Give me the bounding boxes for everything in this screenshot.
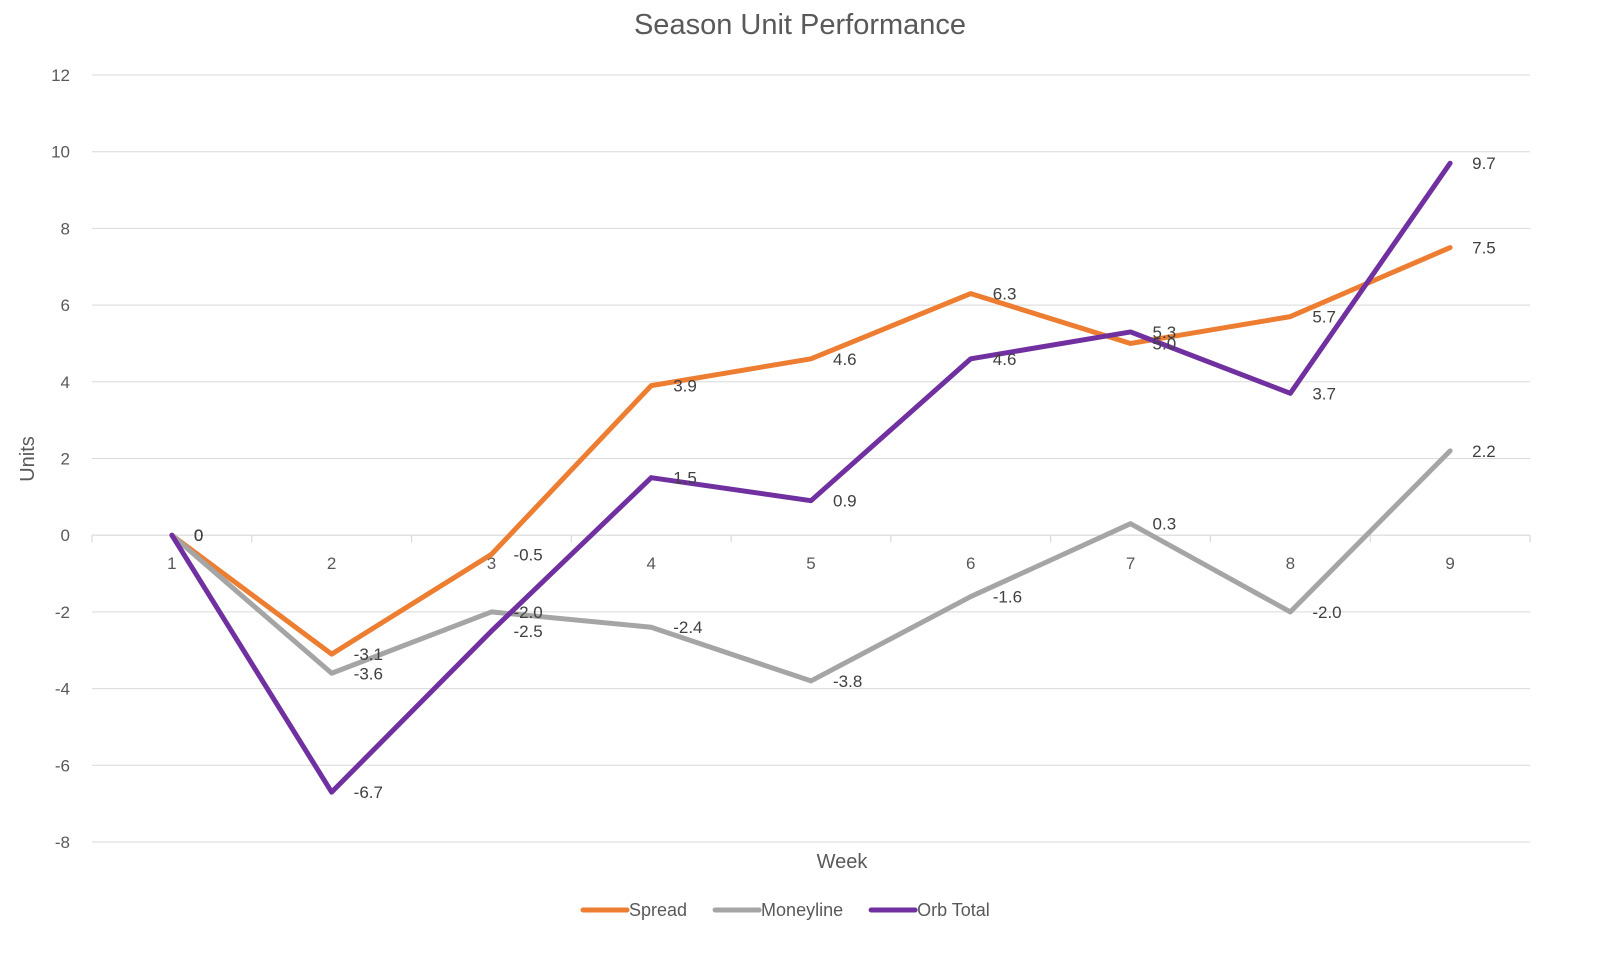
legend: Spread Moneyline Orb Total — [580, 900, 990, 920]
data-label-spread: 3.9 — [673, 377, 697, 396]
y-tick-label: 12 — [51, 66, 70, 85]
y-axis-title: Units — [17, 436, 39, 482]
y-tick-label: 6 — [61, 296, 70, 315]
y-tick-label: -2 — [55, 603, 70, 622]
y-tick-label: -4 — [55, 680, 70, 699]
y-tick-label: 0 — [61, 526, 70, 545]
x-tick-label: 5 — [806, 554, 815, 573]
data-label-orb-total: 4.6 — [993, 350, 1017, 369]
series-line-orb-total — [169, 160, 1453, 795]
data-label-orb-total: 0 — [194, 526, 203, 545]
y-tick-label: 4 — [61, 373, 70, 392]
data-label-orb-total: -2.5 — [513, 622, 542, 641]
x-tick-label: 8 — [1286, 554, 1295, 573]
x-tick-label: 6 — [966, 554, 975, 573]
x-axis-title: Week — [817, 851, 869, 873]
data-label-moneyline: -3.8 — [833, 672, 862, 691]
x-tick-label: 2 — [327, 554, 336, 573]
x-tick-label: 1 — [167, 554, 176, 573]
data-label-orb-total: 1.5 — [673, 469, 697, 488]
x-tick-label: 3 — [487, 554, 496, 573]
x-axis-ticks: 1 2 3 4 5 6 7 8 9 — [91, 535, 1531, 573]
data-label-moneyline: -3.6 — [354, 664, 383, 683]
x-tick-label: 9 — [1445, 554, 1454, 573]
y-axis-ticks: 12 10 8 6 4 2 0 -2 -4 -6 -8 — [51, 66, 70, 852]
series-lines — [169, 160, 1453, 795]
y-tick-label: 2 — [61, 450, 70, 469]
data-label-spread: -0.5 — [513, 545, 542, 564]
data-label-spread: -3.1 — [354, 645, 383, 664]
gridlines — [92, 74, 1530, 843]
data-label-spread: 7.5 — [1472, 239, 1496, 258]
legend-label-spread: Spread — [629, 900, 687, 920]
data-label-spread: 5.0 — [1153, 334, 1177, 353]
data-label-orb-total: 9.7 — [1472, 154, 1496, 173]
y-tick-label: -8 — [55, 833, 70, 852]
data-label-spread: 4.6 — [833, 350, 857, 369]
data-label-orb-total: 5.3 — [1153, 323, 1177, 342]
data-label-moneyline: -1.6 — [993, 588, 1022, 607]
data-label-spread: 6.3 — [993, 285, 1017, 304]
data-label-moneyline: 0 — [194, 526, 203, 545]
chart-title: Season Unit Performance — [634, 9, 966, 41]
data-label-orb-total: 3.7 — [1312, 384, 1336, 403]
data-label-spread: 5.7 — [1312, 308, 1336, 327]
data-labels: 0-3.1-0.53.94.66.35.05.77.50-3.6-2.0-2.4… — [194, 154, 1496, 802]
legend-label-moneyline: Moneyline — [761, 900, 843, 920]
data-label-moneyline: -2.0 — [513, 603, 542, 622]
data-label-moneyline: -2.0 — [1312, 603, 1341, 622]
y-tick-label: -6 — [55, 756, 70, 775]
data-label-moneyline: 2.2 — [1472, 442, 1496, 461]
legend-label-orb-total: Orb Total — [917, 900, 990, 920]
data-label-orb-total: 0.9 — [833, 492, 857, 511]
x-tick-label: 4 — [646, 554, 655, 573]
y-tick-label: 10 — [51, 143, 70, 162]
data-label-orb-total: -6.7 — [354, 783, 383, 802]
data-label-spread: 0 — [194, 526, 203, 545]
series-line-spread — [169, 245, 1453, 657]
series-line-moneyline — [169, 448, 1453, 684]
data-label-moneyline: -2.4 — [673, 618, 702, 637]
data-label-moneyline: 0.3 — [1153, 515, 1177, 534]
y-tick-label: 8 — [61, 219, 70, 238]
x-tick-label: 7 — [1126, 554, 1135, 573]
